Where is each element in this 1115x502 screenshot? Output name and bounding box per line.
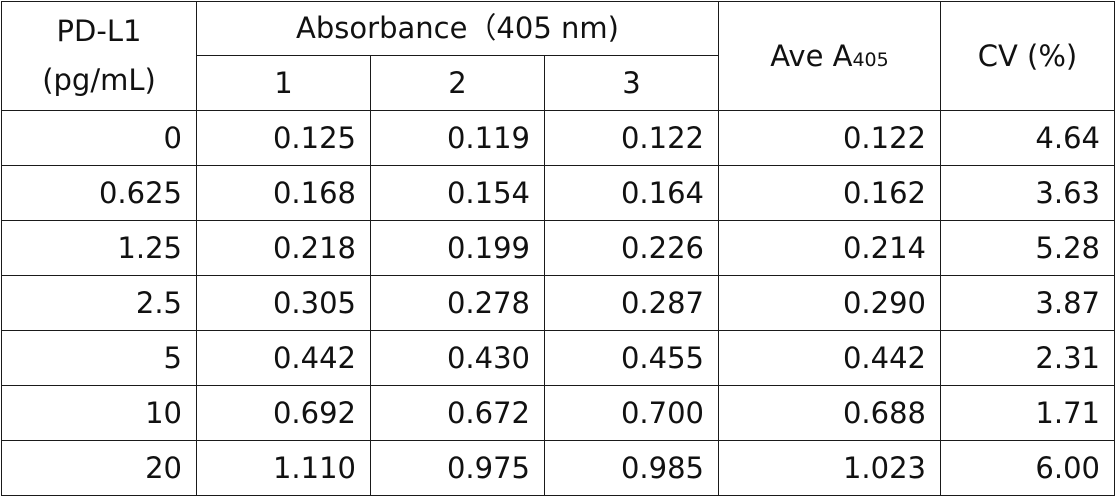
concentration-cell: 5 <box>1 330 197 386</box>
replicate-header-3: 3 <box>544 55 719 111</box>
replicate-3-cell: 0.226 <box>544 220 719 276</box>
replicate-2-cell: 0.278 <box>370 275 545 331</box>
replicate-1-cell: 0.442 <box>196 330 371 386</box>
concentration-cell: 0 <box>1 110 197 166</box>
concentration-cell: 10 <box>1 385 197 441</box>
replicate-2-cell: 0.975 <box>370 440 545 496</box>
concentration-header-unit: (pg/mL) <box>42 63 156 97</box>
replicate-2-cell: 0.672 <box>370 385 545 441</box>
replicate-2-cell: 0.154 <box>370 165 545 221</box>
concentration-cell: 20 <box>1 440 197 496</box>
concentration-header-label: PD-L1 <box>56 14 142 48</box>
average-cell: 0.122 <box>718 110 941 166</box>
cv-header: CV (%) <box>940 1 1115 111</box>
header-row-replicates: 1 2 3 <box>2 55 1115 111</box>
replicate-2-cell: 0.119 <box>370 110 545 166</box>
cv-cell: 2.31 <box>940 330 1115 386</box>
table-row: 20 1.110 0.975 0.985 1.023 6.00 <box>1 440 1115 496</box>
replicate-3-cell: 0.700 <box>544 385 719 441</box>
average-header-subscript: 405 <box>852 48 889 71</box>
absorbance-group-header: Absorbance（405 nm) <box>196 1 719 56</box>
table-row: 0 0.125 0.119 0.122 0.122 4.64 <box>1 110 1115 166</box>
average-cell: 0.688 <box>718 385 941 441</box>
cv-cell: 3.63 <box>940 165 1115 221</box>
replicate-1-cell: 0.218 <box>196 220 371 276</box>
replicate-header-2: 2 <box>370 55 545 111</box>
replicate-3-cell: 0.122 <box>544 110 719 166</box>
replicate-3-cell: 0.985 <box>544 440 719 496</box>
table-row: 1.25 0.218 0.199 0.226 0.214 5.28 <box>1 220 1115 276</box>
replicate-1-cell: 0.692 <box>196 385 371 441</box>
concentration-header: PD-L1 (pg/mL) <box>1 1 197 111</box>
table-row: 2.5 0.305 0.278 0.287 0.290 3.87 <box>1 275 1115 331</box>
average-header-label: Ave A <box>770 38 853 73</box>
concentration-cell: 0.625 <box>1 165 197 221</box>
cv-cell: 1.71 <box>940 385 1115 441</box>
cv-cell: 3.87 <box>940 275 1115 331</box>
cv-cell: 4.64 <box>940 110 1115 166</box>
replicate-2-cell: 0.430 <box>370 330 545 386</box>
replicate-1-cell: 0.305 <box>196 275 371 331</box>
table-row: 0.625 0.168 0.154 0.164 0.162 3.63 <box>1 165 1115 221</box>
cv-cell: 6.00 <box>940 440 1115 496</box>
average-cell: 0.290 <box>718 275 941 331</box>
replicate-2-cell: 0.199 <box>370 220 545 276</box>
average-header: Ave A405 <box>718 1 941 111</box>
replicate-header-1: 1 <box>196 55 371 111</box>
cv-cell: 5.28 <box>940 220 1115 276</box>
replicate-3-cell: 0.287 <box>544 275 719 331</box>
replicate-1-cell: 1.110 <box>196 440 371 496</box>
replicate-3-cell: 0.455 <box>544 330 719 386</box>
table-row: 10 0.692 0.672 0.700 0.688 1.71 <box>1 385 1115 441</box>
average-cell: 1.023 <box>718 440 941 496</box>
replicate-1-cell: 0.168 <box>196 165 371 221</box>
average-cell: 0.214 <box>718 220 941 276</box>
header-row-top: PD-L1 (pg/mL) Absorbance（405 nm) Ave A40… <box>1 1 1115 111</box>
average-cell: 0.162 <box>718 165 941 221</box>
concentration-cell: 1.25 <box>1 220 197 276</box>
concentration-cell: 2.5 <box>1 275 197 331</box>
replicate-1-cell: 0.125 <box>196 110 371 166</box>
replicate-3-cell: 0.164 <box>544 165 719 221</box>
table-row: 5 0.442 0.430 0.455 0.442 2.31 <box>1 330 1115 386</box>
average-cell: 0.442 <box>718 330 941 386</box>
